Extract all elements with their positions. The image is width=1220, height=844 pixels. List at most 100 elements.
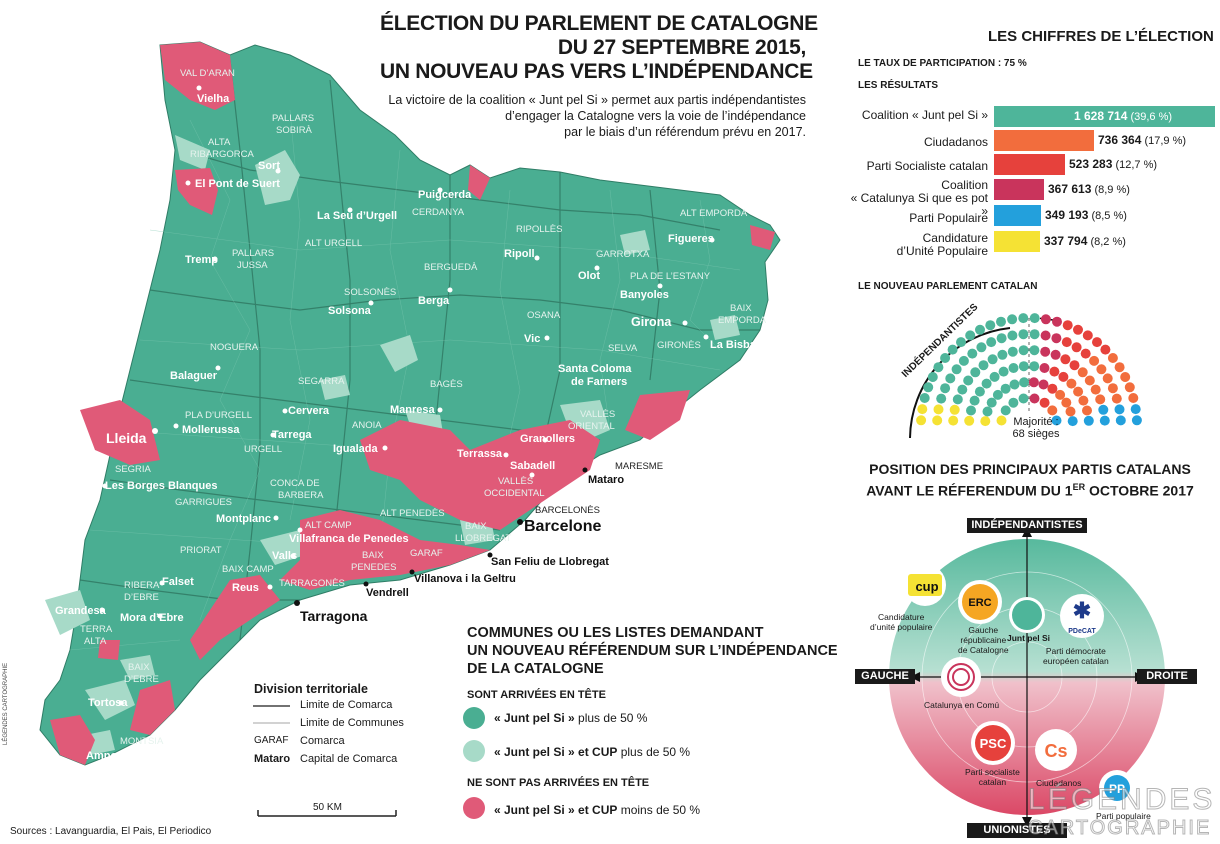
city-label: Reus — [232, 582, 259, 594]
legend-title-line: COMMUNES OU LES LISTES DEMANDANT — [467, 625, 764, 641]
party-label-line: catalan — [978, 777, 1007, 787]
arrow-left-icon — [910, 672, 920, 682]
seat — [966, 405, 976, 416]
seat — [1084, 375, 1095, 386]
city-label: Vendrell — [366, 587, 409, 599]
party-label-junts: Junt pel Si — [1007, 633, 1050, 643]
seat — [1000, 383, 1011, 394]
comarca-label: EMPORDA — [718, 315, 767, 326]
comarca-label: GARROTXA — [596, 249, 650, 260]
seat — [1107, 383, 1118, 394]
seat — [936, 393, 947, 404]
comarca-label: PLA D’URGELL — [185, 410, 253, 421]
comarca-label: GARAF — [410, 548, 443, 559]
comarca-label: BARBERA — [278, 490, 324, 501]
party-label-line: Junt pel Si — [1007, 633, 1050, 643]
title-line: UN NOUVEAU PAS VERS L’INDÉPENDANCE — [380, 60, 813, 83]
legend-title-line: UN NOUVEAU RÉFÉRENDUM SUR L’INDÉPENDANCE — [467, 643, 838, 659]
seat — [1124, 382, 1135, 393]
position-title-line: POSITION DES PRINCIPAUX PARTIS CATALANS — [869, 461, 1191, 477]
division-legend-title: Division territoriale — [254, 682, 368, 696]
cs-logo-icon: Cs — [1035, 729, 1077, 771]
comarca-label: ALT URGELL — [305, 238, 363, 249]
seat — [1058, 371, 1069, 382]
comarca-label: SELVA — [608, 343, 638, 354]
city-label: Santa Coloma — [558, 363, 632, 375]
division-legend-item: Capital de Comarca — [300, 753, 398, 765]
seat — [986, 397, 997, 408]
seat — [1082, 405, 1092, 416]
comarca-label: PENEDES — [351, 562, 397, 573]
seat — [951, 364, 962, 375]
city-label: Vic — [524, 333, 541, 345]
result-label: Candidature — [922, 231, 988, 245]
seat — [1083, 415, 1094, 426]
chiffres-title: LES CHIFFRES DE L’ÉLECTION — [988, 28, 1214, 45]
comarca-label: RIBERA — [124, 580, 160, 591]
seat — [1069, 360, 1080, 371]
comarca-label: BAIX — [362, 550, 384, 561]
city-label: Ripoll — [504, 248, 535, 260]
comarca-label: VALLÈS — [580, 409, 616, 420]
city-label: Tarrega — [272, 429, 312, 441]
participation: LE TAUX DE PARTICIPATION : 75 % — [858, 58, 1027, 69]
result-pct: (39,6 %) — [1130, 111, 1173, 123]
result-value: 736 364 (17,9 %) — [1098, 130, 1186, 152]
result-value: 1 628 714 (39,6 %) — [1074, 106, 1172, 128]
seat — [1130, 404, 1141, 415]
legend-swatch-light-green — [463, 740, 485, 762]
svg-text:cup: cup — [915, 579, 938, 594]
seat — [917, 404, 928, 415]
arrow-down-icon — [1022, 817, 1032, 827]
legend-item-condition: moins de 50 % — [620, 803, 701, 817]
comarca-label: BAIX CAMP — [222, 564, 274, 575]
comarca-label: BERGUEDÀ — [424, 262, 478, 273]
comarca-label: ALT CAMP — [305, 520, 352, 531]
party-label-erc: Gauche républicaine de Catalogne — [958, 625, 1009, 655]
comarca-label: MONTSIA — [120, 736, 164, 747]
comarca-label: SEGARRA — [298, 376, 345, 387]
seat — [1018, 345, 1029, 356]
seat — [1007, 346, 1018, 357]
result-value: 349 193 (8,5 %) — [1045, 205, 1127, 227]
seat — [992, 389, 1003, 400]
comarca-label: ALTA — [84, 636, 107, 647]
seat — [1029, 329, 1040, 340]
svg-text:Cs: Cs — [1044, 741, 1067, 761]
legend-item: « Junt pel Si » plus de 50 % — [494, 711, 647, 725]
erc-logo-icon: ERC — [958, 580, 1002, 624]
party-label-pdecat: Parti démocrate européen catalan — [1043, 646, 1109, 666]
city-label: Sabadell — [510, 460, 556, 472]
result-votes: 349 193 — [1045, 208, 1089, 222]
seat — [1099, 415, 1110, 426]
seat — [940, 353, 951, 363]
city-label: Villafranca de Penedes — [289, 533, 409, 545]
comarca-label: OSANA — [527, 310, 561, 321]
comarca-label: RIPOLLÈS — [516, 224, 563, 235]
comarca-label: PALLARS — [232, 248, 275, 259]
result-label: Parti Socialiste catalan — [866, 159, 988, 173]
result-pct: (12,7 %) — [1115, 159, 1158, 171]
seat — [1018, 313, 1029, 324]
seat — [987, 354, 998, 365]
party-label-line: européen catalan — [1043, 656, 1109, 666]
subtitle-line: La victoire de la coalition « Junt pel S… — [388, 93, 806, 107]
seat — [1062, 320, 1073, 331]
legend-title-line: DE LA CATALOGNE — [467, 661, 604, 677]
comarca-label: BAGÈS — [430, 379, 463, 390]
seat — [1107, 353, 1118, 363]
scale-label: 50 KM — [313, 802, 342, 813]
city-label: Puigcerda — [418, 189, 472, 201]
seat — [1114, 404, 1125, 415]
comarca-label: GARRIGUES — [175, 497, 233, 508]
legend-item-condition: plus de 50 % — [578, 711, 648, 725]
comarca-label: CONCA DE — [270, 478, 320, 489]
credit-vertical: LÉGENDES CARTOGRAPHIE — [3, 662, 9, 745]
comarca-label: SEGRIA — [115, 464, 151, 475]
comarca-label: CERDANYA — [412, 207, 465, 218]
seat — [1098, 404, 1109, 415]
seat — [1040, 330, 1051, 341]
majority-line2: 68 sièges — [1012, 428, 1060, 440]
svg-text:✱: ✱ — [1073, 598, 1091, 623]
scale-bar — [257, 810, 397, 817]
